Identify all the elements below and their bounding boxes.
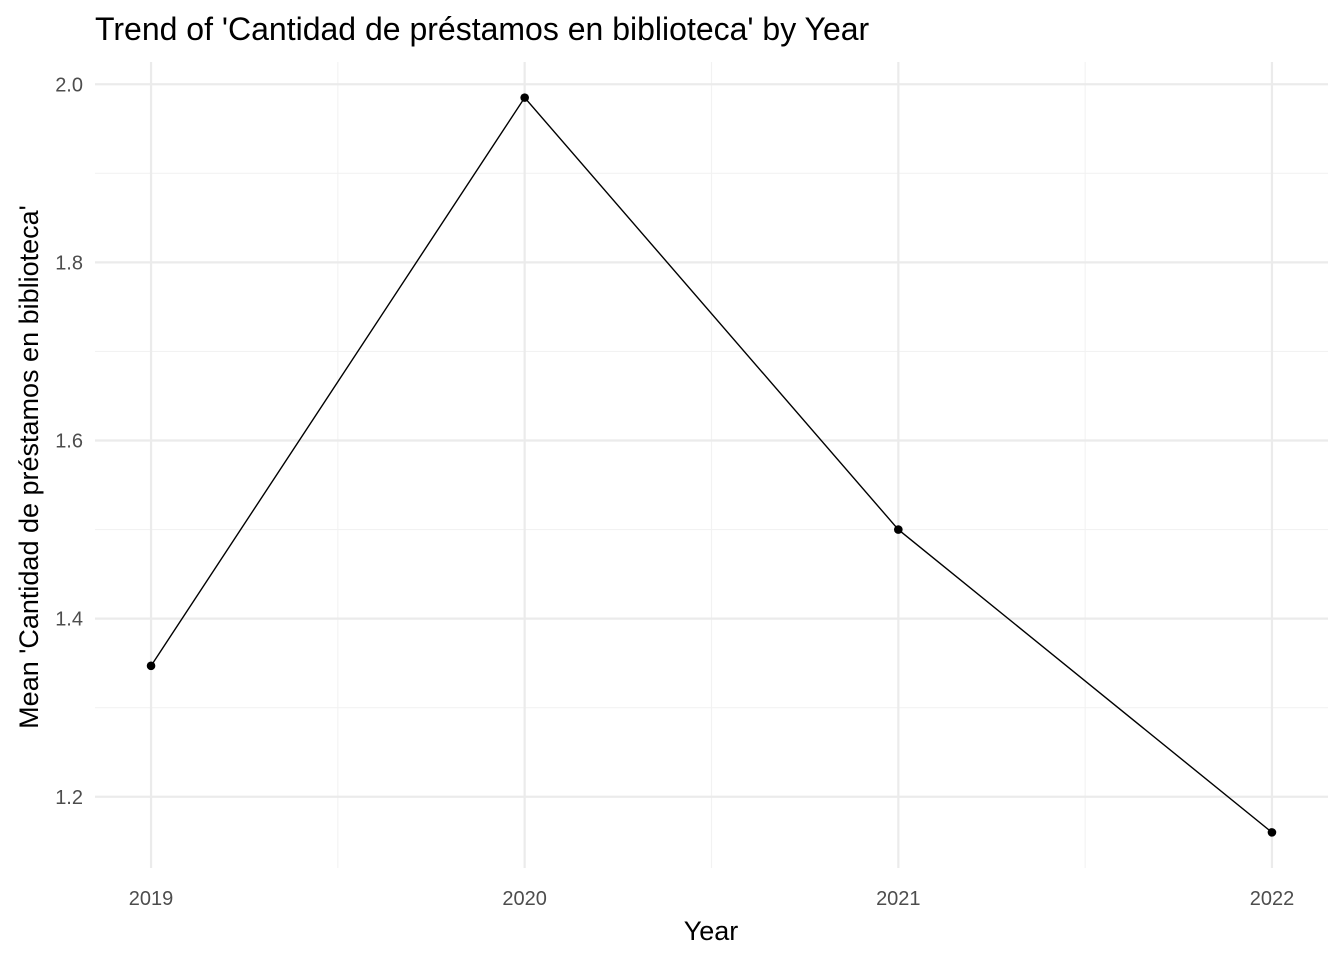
y-tick-label: 2.0 xyxy=(55,74,83,96)
x-tick-label: 2022 xyxy=(1250,888,1295,910)
y-tick-label: 1.4 xyxy=(55,609,83,631)
x-axis-title: Year xyxy=(684,916,739,946)
data-point xyxy=(894,525,903,534)
x-tick-label: 2020 xyxy=(502,888,547,910)
x-tick-label: 2019 xyxy=(129,888,174,910)
series-line xyxy=(150,96,1273,833)
y-tick-label: 1.2 xyxy=(55,787,83,809)
y-tick-label: 1.8 xyxy=(55,252,83,274)
data-point xyxy=(146,661,156,671)
series xyxy=(146,93,1277,837)
grid xyxy=(95,62,1328,868)
chart-title: Trend of 'Cantidad de préstamos en bibli… xyxy=(95,11,870,47)
y-tick-label: 1.6 xyxy=(55,431,83,453)
tick-labels: 1.2 1.4 1.6 1.8 2.0 2019 2020 2021 2022 xyxy=(55,74,1294,910)
y-axis-title: Mean 'Cantidad de préstamos en bibliotec… xyxy=(14,205,44,729)
data-point xyxy=(1267,828,1277,837)
x-tick-label: 2021 xyxy=(876,888,921,910)
data-point xyxy=(520,93,529,102)
